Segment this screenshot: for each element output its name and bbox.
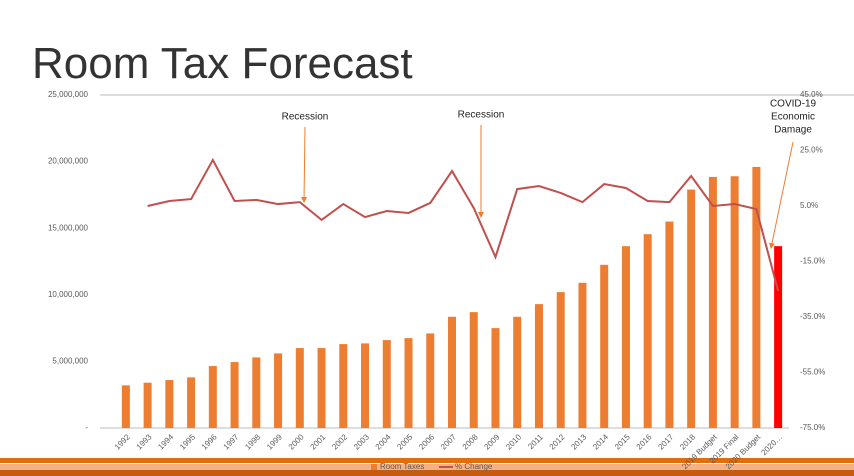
annotation-arrow xyxy=(769,141,794,249)
x-tick-label: 2016 xyxy=(635,432,654,451)
slide-title: Room Tax Forecast xyxy=(32,39,413,88)
bar xyxy=(274,353,283,428)
y2-tick-label: -75.0% xyxy=(800,423,825,432)
bar xyxy=(187,377,196,428)
annotation: Recession xyxy=(458,110,505,121)
x-tick-label: 2010 xyxy=(504,432,523,451)
x-tick-label: 2002 xyxy=(330,432,349,451)
bar xyxy=(534,304,543,428)
footer-stripe xyxy=(0,458,854,463)
x-tick-label: 1994 xyxy=(156,432,175,451)
bar xyxy=(774,246,783,428)
x-tick-label: 2006 xyxy=(417,432,436,451)
x-tick-label: 2003 xyxy=(352,432,371,451)
y2-tick-label: 25.0% xyxy=(800,146,823,155)
legend-swatch xyxy=(371,464,377,470)
bar xyxy=(252,357,261,428)
x-tick-label: 2009 xyxy=(482,432,501,451)
x-tick-label: 1992 xyxy=(113,432,132,451)
y2-tick-label: 5.0% xyxy=(800,201,818,210)
bar xyxy=(208,366,217,428)
bar xyxy=(621,246,630,428)
y-tick-label: 15,000,000 xyxy=(48,223,89,232)
bar xyxy=(578,282,587,428)
legend-label: Room Taxes xyxy=(380,462,424,471)
x-tick-label: 2015 xyxy=(613,432,632,451)
x-tick-label: 1996 xyxy=(200,432,219,451)
x-tick-label: 1993 xyxy=(135,432,154,451)
bar xyxy=(361,343,370,428)
x-tick-label: 2020… xyxy=(759,433,784,458)
x-tick-label: 2000 xyxy=(287,432,306,451)
bar xyxy=(339,344,348,428)
y-tick-label: 25,000,000 xyxy=(48,90,89,99)
bar xyxy=(295,348,304,428)
line-series xyxy=(147,157,780,292)
bar xyxy=(513,316,522,428)
x-tick-label: 2008 xyxy=(461,432,480,451)
x-tick-label: 1998 xyxy=(243,432,262,451)
x-tick-label: 1995 xyxy=(178,432,197,451)
x-tick-label: 2013 xyxy=(569,432,588,451)
bar xyxy=(143,382,152,428)
bar xyxy=(752,166,761,429)
bar xyxy=(317,348,326,428)
bar xyxy=(708,176,717,428)
bar xyxy=(448,316,456,428)
x-tick-label: 2012 xyxy=(548,432,567,451)
footer-stripe xyxy=(0,464,854,470)
bar xyxy=(121,385,130,428)
bar xyxy=(665,221,674,428)
bar xyxy=(469,312,478,428)
bar xyxy=(491,328,500,428)
bar xyxy=(426,333,435,428)
x-tick-label: 1999 xyxy=(265,432,284,451)
x-tick-label: 2004 xyxy=(374,432,393,451)
y2-tick-label: -15.0% xyxy=(800,257,825,266)
footer-stripe xyxy=(0,470,854,476)
bar xyxy=(600,264,609,428)
y-tick-label: - xyxy=(85,423,88,432)
bar xyxy=(165,380,174,428)
annotation: Damage xyxy=(774,125,812,136)
annotation: Economic xyxy=(771,112,815,123)
annotation: COVID-19 xyxy=(770,99,817,110)
bar xyxy=(643,234,652,428)
y2-tick-label: -35.0% xyxy=(800,312,825,321)
bar xyxy=(404,338,413,428)
x-tick-label: 2005 xyxy=(395,432,414,451)
annotation-arrow xyxy=(301,126,308,203)
x-tick-label: 2001 xyxy=(309,432,328,451)
x-tick-label: 2014 xyxy=(591,432,610,451)
x-tick-label: 2007 xyxy=(439,432,458,451)
y-tick-label: 20,000,000 xyxy=(48,157,89,166)
legend-label: % Change xyxy=(455,462,493,471)
x-tick-label: 2011 xyxy=(526,432,545,451)
x-tick-label: 2018 xyxy=(678,432,697,451)
bar xyxy=(230,362,239,428)
bar xyxy=(556,292,565,428)
bar xyxy=(730,176,739,428)
y-tick-label: 10,000,000 xyxy=(48,290,89,299)
y2-tick-label: 45.0% xyxy=(800,90,823,99)
bar xyxy=(382,340,391,428)
x-tick-label: 2017 xyxy=(656,432,675,451)
y-tick-label: 5,000,000 xyxy=(52,357,88,366)
annotation: Recession xyxy=(282,112,329,123)
x-tick-label: 1997 xyxy=(222,432,241,451)
y2-tick-label: -55.0% xyxy=(800,368,825,377)
bar xyxy=(687,189,696,428)
